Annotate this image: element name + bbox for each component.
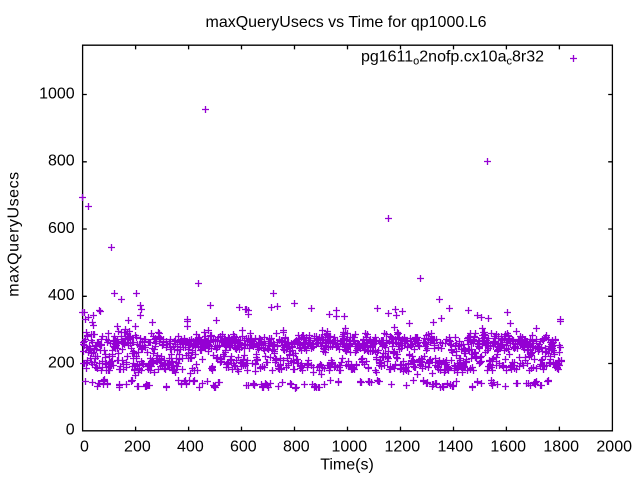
svg-text:1600: 1600: [490, 438, 526, 455]
svg-text:200: 200: [48, 354, 75, 371]
svg-text:400: 400: [177, 438, 204, 455]
svg-text:maxQueryUsecs vs Time for qp10: maxQueryUsecs vs Time for qp1000.L6: [205, 14, 486, 31]
svg-text:200: 200: [124, 438, 151, 455]
svg-text:800: 800: [48, 153, 75, 170]
svg-text:pg1611o2nofp.cx10ac8r32: pg1611o2nofp.cx10ac8r32: [361, 48, 544, 67]
svg-text:600: 600: [48, 220, 75, 237]
svg-text:0: 0: [66, 422, 75, 439]
svg-text:1000: 1000: [332, 438, 368, 455]
svg-text:1400: 1400: [438, 438, 474, 455]
svg-text:1000: 1000: [39, 85, 75, 102]
svg-text:1800: 1800: [543, 438, 579, 455]
svg-text:2000: 2000: [596, 438, 632, 455]
svg-text:600: 600: [230, 438, 257, 455]
svg-text:maxQueryUsecs: maxQueryUsecs: [6, 171, 23, 296]
svg-text:1200: 1200: [385, 438, 421, 455]
svg-text:800: 800: [283, 438, 310, 455]
svg-text:0: 0: [80, 438, 89, 455]
svg-text:Time(s): Time(s): [320, 457, 374, 474]
svg-text:400: 400: [48, 287, 75, 304]
